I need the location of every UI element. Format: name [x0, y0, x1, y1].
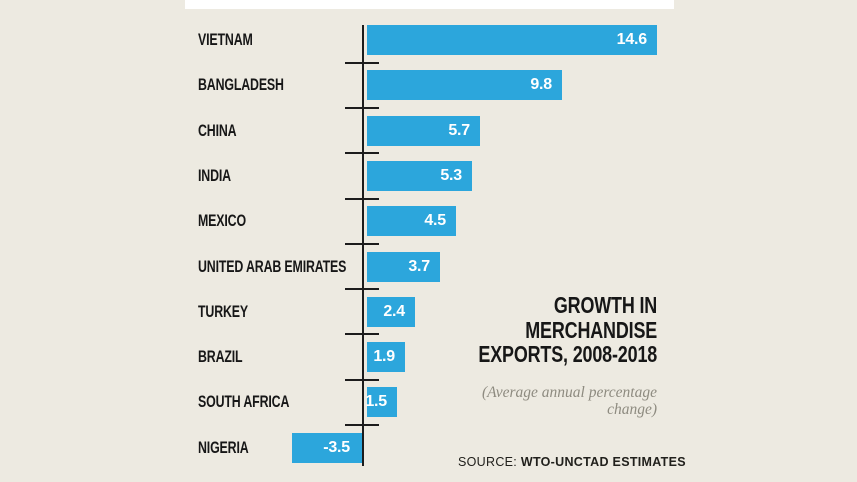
axis-line: [362, 25, 364, 466]
chart-title-line: GROWTH IN: [553, 292, 657, 318]
top-white-strip: [185, 0, 674, 9]
bar: -3.5: [292, 433, 362, 463]
chart-title-line: EXPORTS, 2008-2018: [478, 341, 657, 367]
category-label-text: UNITED ARAB EMIRATES: [198, 257, 347, 276]
bar-value-label: 14.6: [616, 31, 648, 48]
category-label: SOUTH AFRICA: [198, 387, 358, 417]
category-label: MEXICO: [198, 206, 358, 236]
category-label: INDIA: [198, 161, 358, 191]
bar-value-label: 9.8: [530, 76, 552, 93]
bar-value-label: 4.5: [424, 212, 446, 229]
bar: 14.6: [367, 25, 657, 55]
category-label: TURKEY: [198, 297, 358, 327]
category-label-text: SOUTH AFRICA: [198, 392, 290, 411]
bar-value-label: 5.3: [440, 167, 462, 184]
axis-tick: [345, 424, 379, 426]
category-label-text: BANGLADESH: [198, 75, 284, 94]
category-label-text: BRAZIL: [198, 347, 243, 366]
bar-value-label: 1.9: [373, 348, 395, 365]
chart-source: SOURCE: WTO-UNCTAD ESTIMATES: [458, 455, 686, 469]
chart-title: GROWTH IN MERCHANDISE EXPORTS, 2008-2018: [428, 293, 657, 367]
bar-value-label: 2.4: [383, 303, 405, 320]
bar: 1.5: [365, 387, 397, 417]
category-label-text: VIETNAM: [198, 30, 253, 49]
bar: 9.8: [367, 70, 562, 100]
bar-value-label: 3.7: [408, 258, 430, 275]
axis-tick: [345, 107, 379, 109]
axis-tick: [345, 62, 379, 64]
category-label: NIGERIA: [198, 433, 358, 463]
axis-tick: [345, 198, 379, 200]
bar-value-label: 1.5: [365, 393, 387, 410]
bar: 1.9: [367, 342, 405, 372]
axis-tick: [345, 152, 379, 154]
chart-subtitle: (Average annual percentage change): [481, 384, 657, 418]
category-label: CHINA: [198, 116, 358, 146]
axis-tick: [345, 243, 379, 245]
bar-value-label: -3.5: [323, 439, 350, 456]
chart-title-line: MERCHANDISE: [525, 316, 657, 343]
category-label-text: NIGERIA: [198, 438, 249, 457]
bar: 5.3: [367, 161, 472, 191]
category-label: BANGLADESH: [198, 70, 358, 100]
axis-tick: [345, 333, 379, 335]
bar-value-label: 5.7: [448, 122, 470, 139]
source-text: WTO-UNCTAD ESTIMATES: [520, 455, 686, 469]
bar: 3.7: [367, 252, 440, 282]
category-label-text: CHINA: [198, 121, 237, 140]
category-label: UNITED ARAB EMIRATES: [198, 252, 358, 282]
category-label-text: MEXICO: [198, 211, 246, 230]
category-label-text: INDIA: [198, 166, 231, 185]
bar: 2.4: [367, 297, 415, 327]
axis-tick: [345, 288, 379, 290]
category-label: BRAZIL: [198, 342, 358, 372]
category-label: VIETNAM: [198, 25, 358, 55]
axis-tick: [345, 379, 379, 381]
bar: 4.5: [367, 206, 456, 236]
bar: 5.7: [367, 116, 480, 146]
category-label-text: TURKEY: [198, 302, 248, 321]
source-prefix-label: SOURCE:: [458, 455, 518, 469]
